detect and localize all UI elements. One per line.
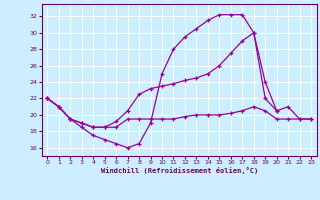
X-axis label: Windchill (Refroidissement éolien,°C): Windchill (Refroidissement éolien,°C): [100, 167, 258, 174]
